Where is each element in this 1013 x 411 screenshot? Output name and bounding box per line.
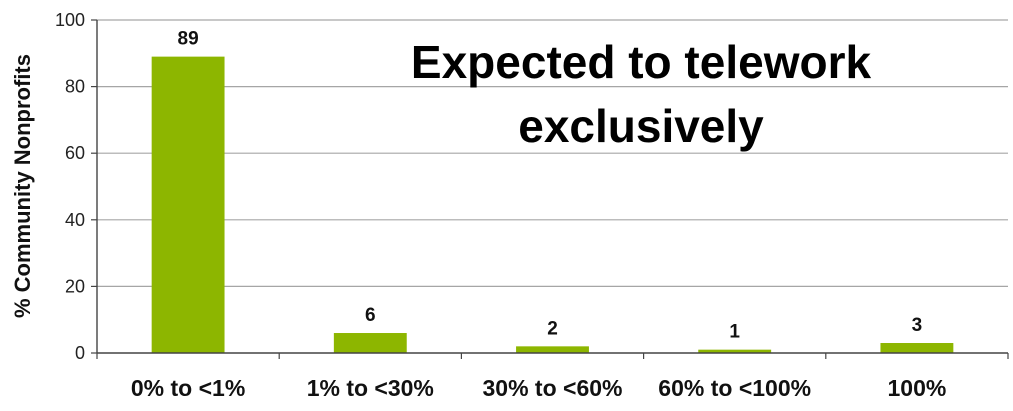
y-tick-label: 60 [65, 143, 85, 163]
y-axis-title: % Community Nonprofits [10, 54, 35, 318]
labels: 0 20 40 60 80 100 89 0% to <1% 6 1% to <30% 2 30% t… [55, 10, 946, 401]
axes [91, 19, 1009, 359]
y-tick-label: 20 [65, 276, 85, 296]
bars [151, 56, 954, 353]
y-tick-label: 100 [55, 10, 85, 30]
x-tick-label: 30% to <60% [483, 375, 623, 401]
y-tick-label: 80 [65, 77, 85, 97]
bar [151, 56, 225, 353]
y-tick-label: 40 [65, 210, 85, 230]
y-tick-label: 0 [75, 343, 85, 363]
x-tick-label: 1% to <30% [307, 375, 434, 401]
chart-title-line-1: Expected to telework [411, 36, 872, 88]
x-tick-label: 0% to <1% [131, 375, 245, 401]
gridlines [97, 19, 1008, 287]
data-label: 2 [547, 318, 558, 339]
bar [333, 333, 407, 353]
data-label: 1 [729, 322, 740, 343]
bar [516, 346, 589, 353]
bar [698, 349, 772, 353]
x-tick-label: 60% to <100% [658, 375, 811, 401]
data-label: 89 [178, 29, 199, 50]
data-label: 6 [365, 305, 376, 326]
x-tick-label: 100% [887, 375, 946, 401]
bar [880, 343, 954, 353]
chart-title-line-2: exclusively [518, 100, 764, 152]
data-label: 3 [912, 315, 923, 336]
